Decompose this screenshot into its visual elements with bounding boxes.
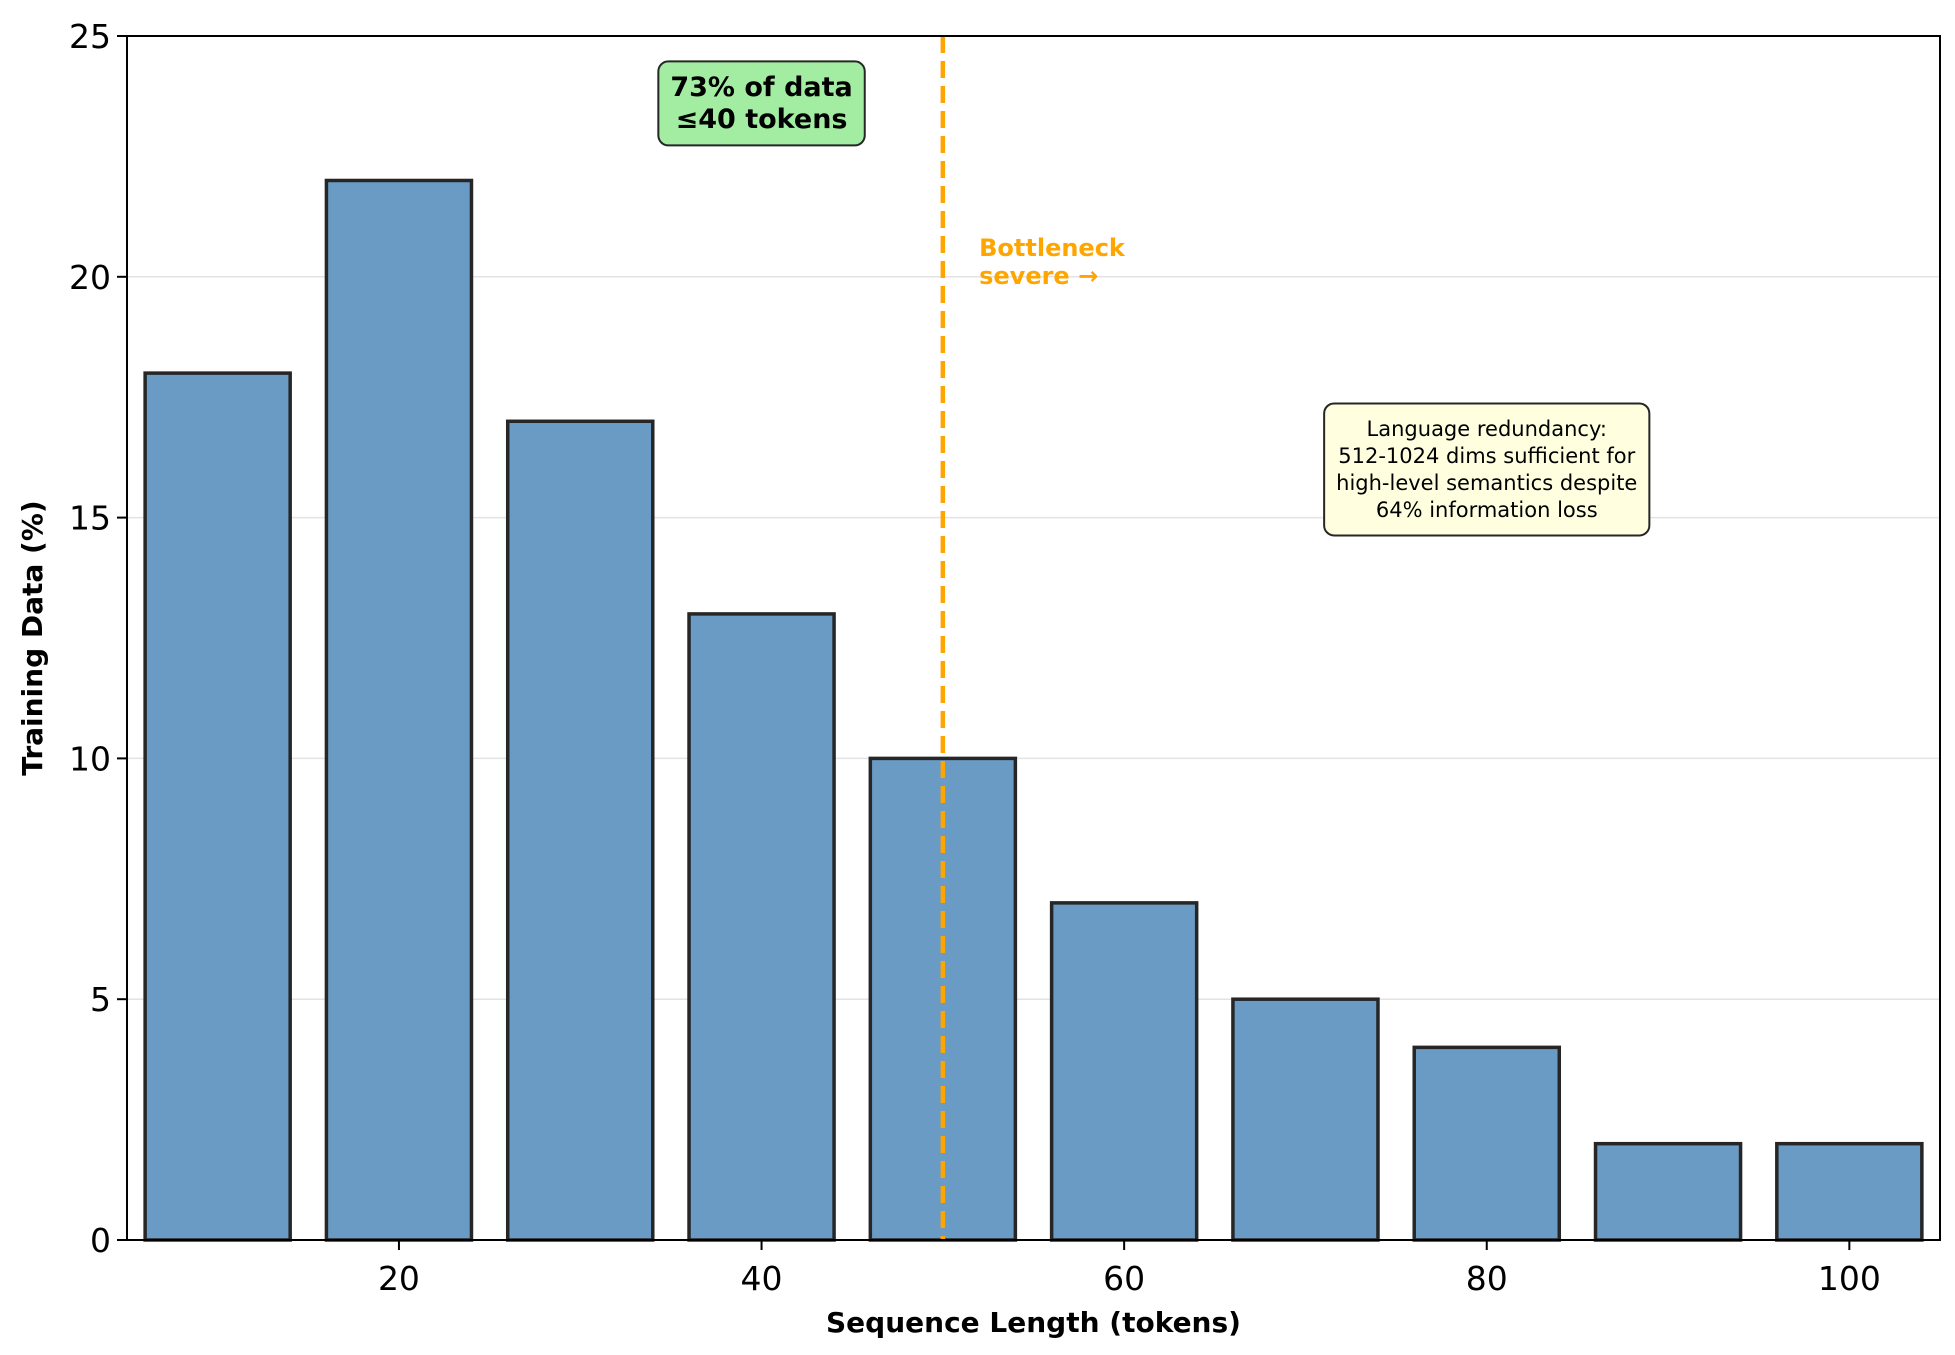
y-tick-label: 5	[90, 980, 111, 1019]
bar	[1775, 1141, 1924, 1242]
redundancy-annotation-box	[1323, 402, 1651, 537]
y-tick-label: 10	[69, 739, 111, 778]
redundancy-annotation-line: 64% information loss	[1376, 498, 1598, 522]
bar	[324, 178, 474, 1242]
redundancy-annotation-line: Language redundancy:	[1367, 417, 1607, 441]
y-tick-label: 20	[69, 258, 111, 297]
redundancy-annotation-line: 512-1024 dims sufficient for	[1338, 444, 1635, 468]
bottleneck-annotation-line: severe →	[979, 262, 1098, 290]
bottleneck-annotation-line: Bottleneck	[979, 234, 1126, 262]
bars	[143, 178, 1924, 1242]
x-tick-label: 80	[1466, 1259, 1508, 1298]
bar	[1593, 1141, 1743, 1242]
coverage-annotation-line: ≤40 tokens	[676, 104, 848, 135]
coverage-annotation-box	[657, 60, 866, 147]
redundancy-annotation: Language redundancy: 512-1024 dims suffic…	[1323, 402, 1651, 537]
bar	[1412, 1045, 1562, 1242]
y-tick-label: 15	[69, 499, 111, 538]
bar	[687, 612, 836, 1242]
bar	[1231, 997, 1380, 1242]
bar	[143, 371, 292, 1242]
x-tick-label: 60	[1103, 1259, 1145, 1298]
x-tick-label: 20	[378, 1259, 420, 1298]
y-tick-label: 25	[69, 17, 111, 56]
x-axis-label: Sequence Length (tokens)	[826, 1306, 1241, 1339]
y-tick-label: 0	[90, 1221, 111, 1260]
y-axis-label: Training Data (%)	[16, 500, 49, 775]
x-tick-label: 40	[741, 1259, 783, 1298]
bar	[505, 419, 655, 1242]
coverage-annotation-line: 73% of data	[670, 72, 852, 103]
plot-frame	[126, 35, 1941, 1241]
coverage-annotation: 73% of data≤40 tokens	[657, 60, 866, 147]
annotations: 73% of data≤40 tokens Language redundancy…	[657, 60, 1651, 537]
redundancy-annotation-line: high-level semantics despite	[1336, 471, 1637, 495]
bar	[1049, 901, 1199, 1242]
axis-ticks: 20 40 60 80 100 0 5 10 15 20 25	[69, 17, 1881, 1298]
x-tick-label: 100	[1818, 1259, 1881, 1298]
